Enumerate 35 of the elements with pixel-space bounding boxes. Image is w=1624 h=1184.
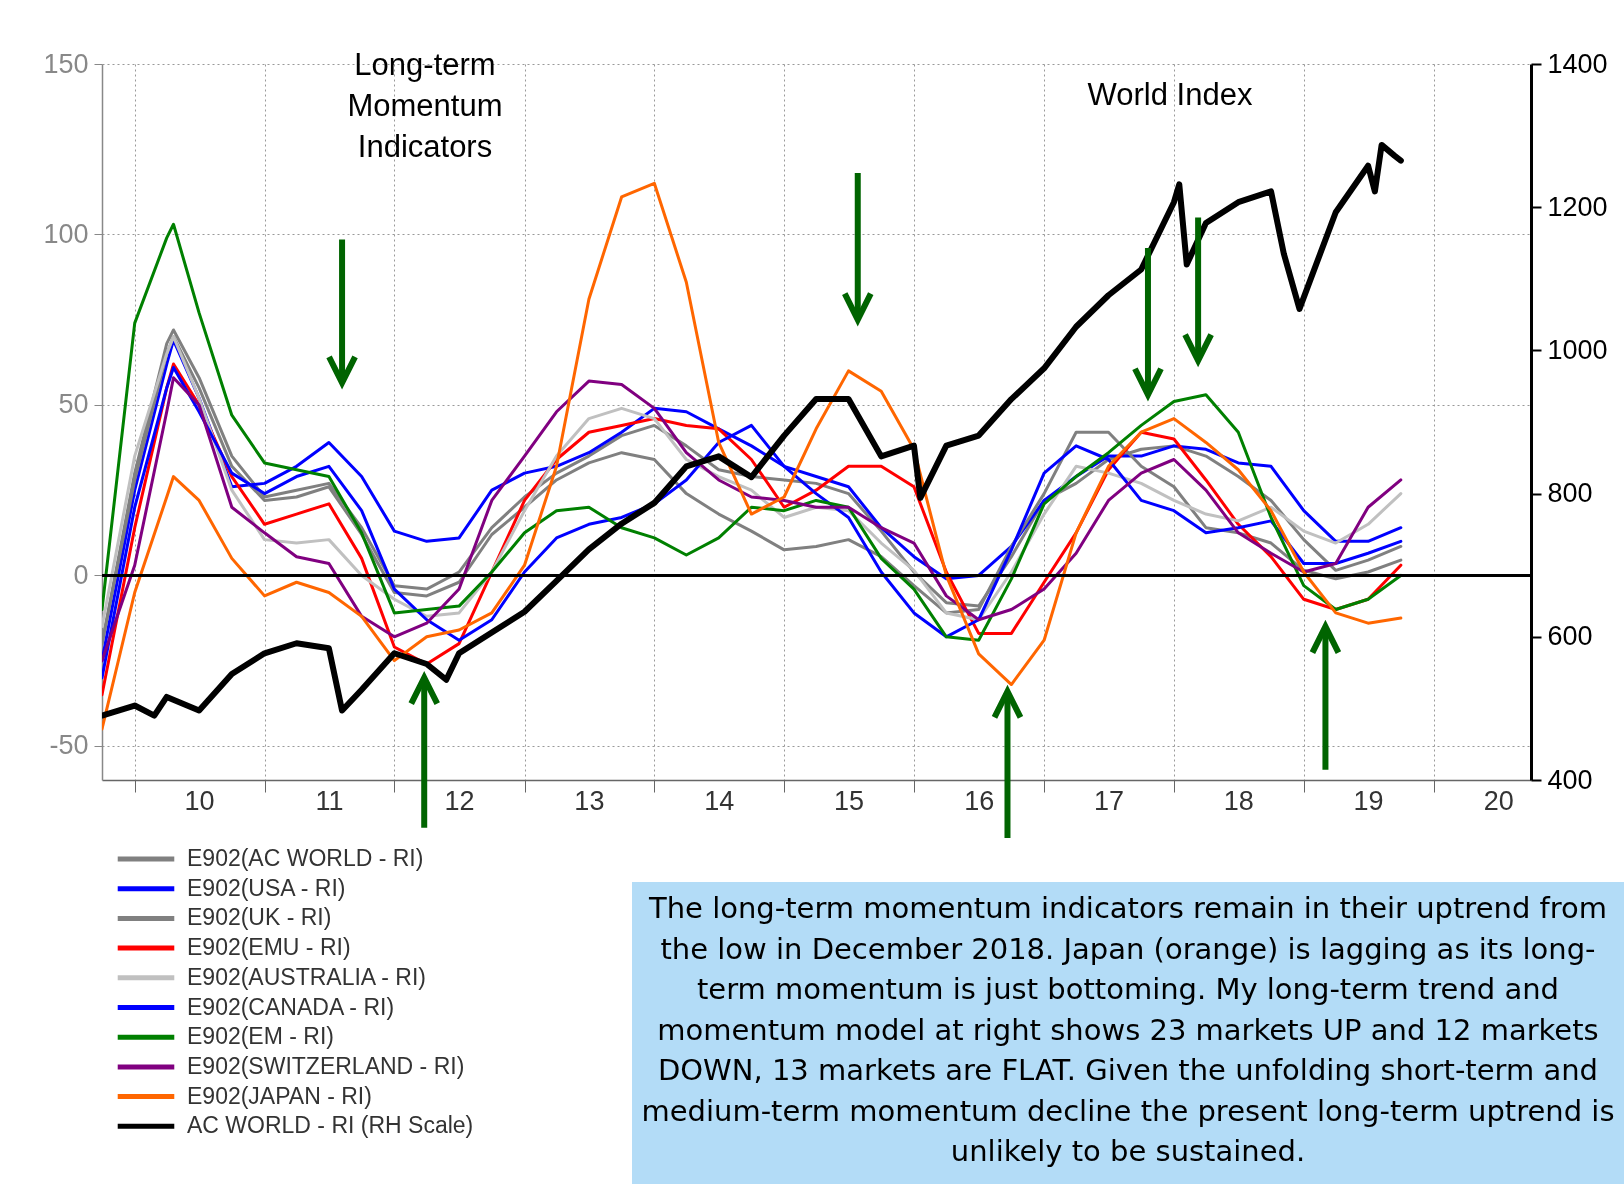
x-tick-label: 13 [574, 785, 605, 816]
x-tick-label: 15 [833, 785, 865, 816]
annotation: World Index [1086, 76, 1254, 114]
y-tick-label: -50 [49, 730, 89, 761]
x-tick-label: 14 [704, 785, 735, 816]
legend-label: E902(AUSTRALIA - RI) [187, 963, 427, 990]
annotation: Long-term Momentum Indicators [346, 46, 504, 166]
legend-label: E902(CANADA - RI) [187, 993, 395, 1020]
x-tick-label: 10 [184, 785, 215, 816]
legend-label: E902(EMU - RI) [187, 934, 351, 961]
x-tick-label: 20 [1483, 785, 1514, 816]
y2-tick-label: 1000 [1547, 334, 1608, 365]
y2-tick-label: 600 [1547, 621, 1593, 652]
y2-tick-label: 400 [1547, 764, 1593, 795]
x-tick-label: 16 [964, 785, 995, 816]
x-tick-label: 12 [444, 785, 475, 816]
text: The long-term momentum indicators remain in their uptrend from the low in December 2018. Japan (orange) is lagging as its long-term momentum is just bottoming. My long-term trend and momentum model at right shows 23 markets UP and 12 markets DOWN, 13 markets are FLAT. Given the unfolding short-term and medium-term momentum decline the present long-term uptrend is unlikely to be sustained. [632, 882, 1624, 1184]
x-tick-label: 11 [315, 785, 344, 816]
legend-label: E902(AC WORLD - RI) [187, 845, 424, 871]
y-tick-label: 150 [43, 48, 89, 79]
y-tick-label: 50 [58, 389, 89, 420]
legend-label: E902(EM - RI) [187, 1023, 334, 1050]
y2-tick-label: 800 [1547, 478, 1593, 509]
y-tick-label: 100 [43, 218, 89, 249]
x-tick-label: 18 [1223, 785, 1254, 816]
x-tick-label: 19 [1353, 785, 1384, 816]
legend-label: E902(USA - RI) [187, 874, 346, 901]
legend-label: E902(UK - RI) [187, 904, 332, 931]
x-tick-label: 17 [1093, 785, 1125, 816]
y2-tick-label: 1200 [1547, 191, 1608, 222]
y2-tick-label: 1400 [1547, 48, 1608, 79]
legend-label: AC WORLD - RI (RH Scale) [187, 1112, 474, 1139]
legend-label: E902(JAPAN - RI) [187, 1082, 372, 1109]
legend-label: E902(SWITZERLAND - RI) [187, 1052, 465, 1079]
y-tick-label: 0 [73, 559, 89, 590]
